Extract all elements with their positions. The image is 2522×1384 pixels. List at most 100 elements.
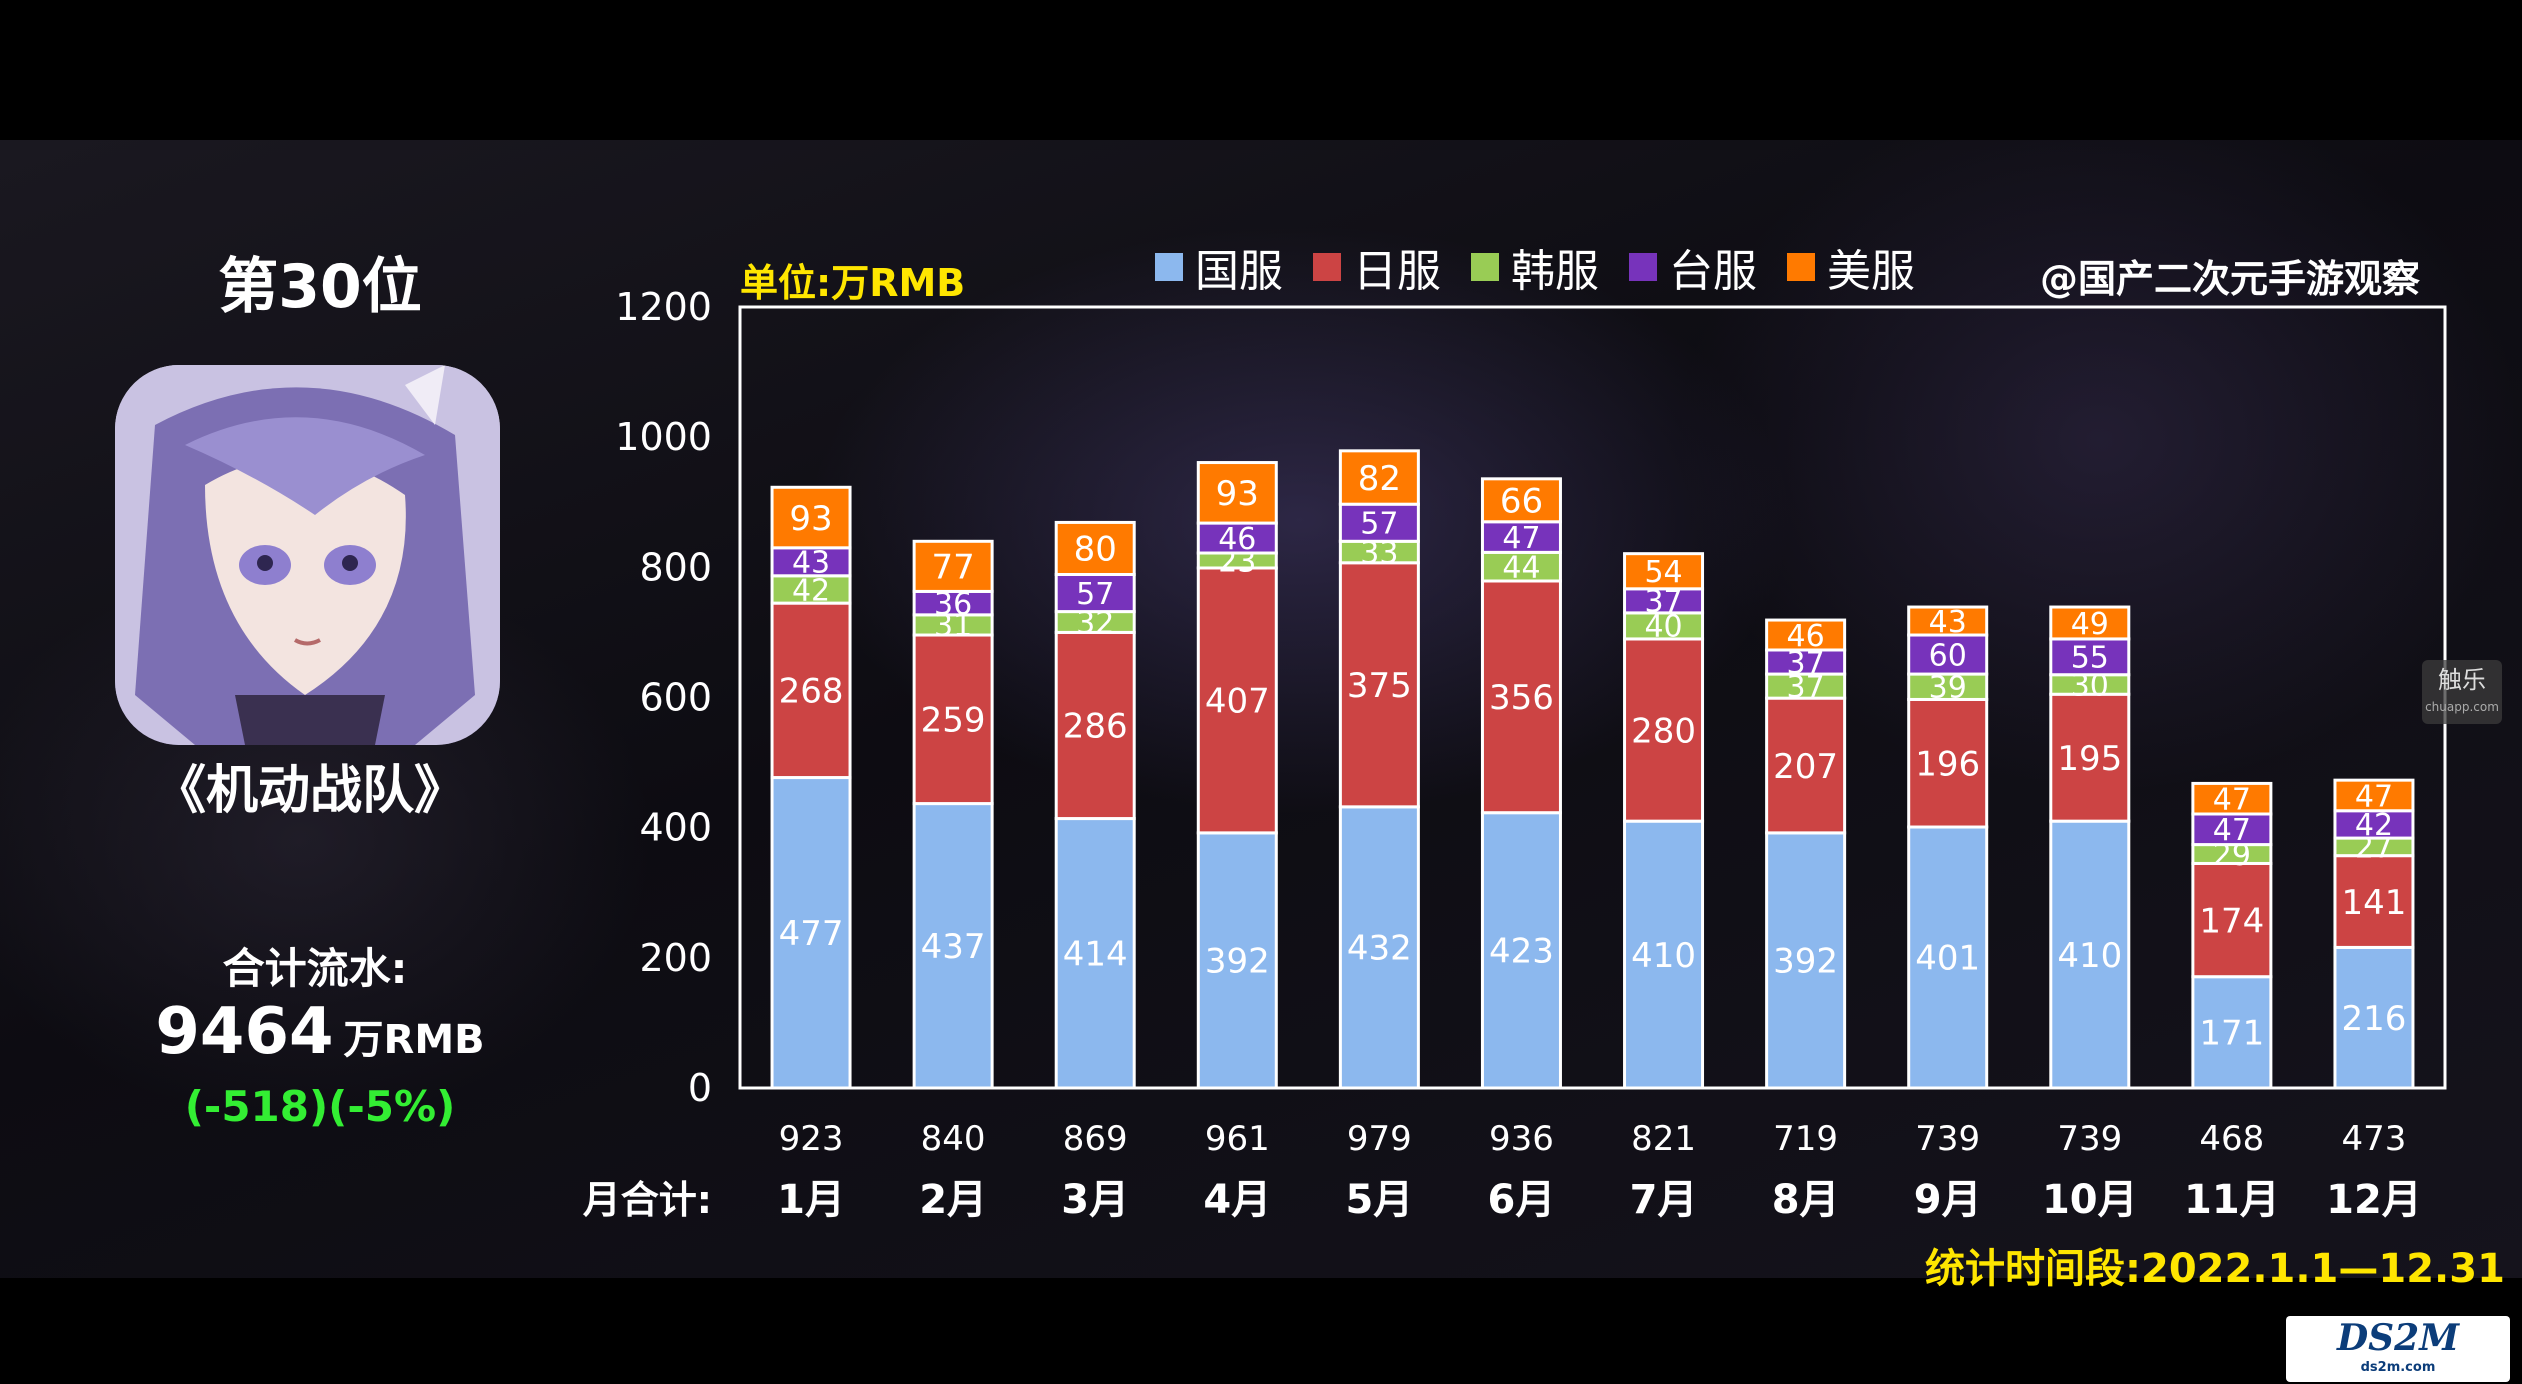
side-badge-small: chuapp.com	[2425, 700, 2499, 714]
data-label: 141	[2342, 883, 2407, 923]
data-label: 66	[1500, 482, 1543, 522]
month-total-label: 468	[2199, 1119, 2264, 1159]
bar-segment	[1623, 611, 1705, 641]
watermark-small: ds2m.com	[2360, 1360, 2436, 1375]
x-category-label: 6月	[1488, 1177, 1556, 1223]
totals-row-label: 月合计:	[583, 1178, 712, 1222]
data-label: 410	[2057, 936, 2122, 976]
data-label: 410	[1631, 936, 1696, 976]
data-label: 171	[2199, 1014, 2264, 1054]
data-label: 268	[779, 672, 844, 712]
data-label: 437	[921, 927, 986, 967]
data-label: 37	[1787, 670, 1825, 705]
legend-item-cn: 国服	[1155, 235, 1283, 299]
plot-area-frame	[738, 305, 2447, 1090]
data-label: 432	[1347, 929, 1412, 969]
total-revenue-value: 9464	[155, 995, 334, 1069]
bar-segment	[2191, 975, 2273, 1090]
x-category-label: 4月	[1203, 1177, 1271, 1223]
side-watermark-badge: 触乐 chuapp.com	[2422, 660, 2502, 724]
x-category-label: 2月	[919, 1177, 987, 1223]
bar-segment	[1054, 520, 1136, 576]
data-label: 43	[792, 546, 830, 581]
data-label: 47	[1502, 521, 1540, 556]
x-category-label: 9月	[1914, 1177, 1982, 1223]
bar-segment	[1907, 633, 1989, 676]
bar-segment	[1054, 817, 1136, 1090]
legend-label-jp: 日服	[1353, 246, 1441, 297]
site-watermark: DS2M ds2m.com	[2286, 1316, 2510, 1382]
data-label: 82	[1358, 459, 1401, 499]
bar-segment	[1054, 572, 1136, 614]
bar-segment	[1338, 805, 1420, 1090]
legend-item-us: 美服	[1787, 235, 1915, 299]
bar-segment	[1907, 825, 1989, 1090]
month-total-label: 840	[921, 1119, 986, 1159]
x-category-label: 10月	[2042, 1177, 2138, 1223]
bar-segment	[1480, 579, 1562, 815]
month-total-label: 739	[2057, 1119, 2122, 1159]
data-label: 60	[1929, 638, 1967, 673]
bar-segment	[1765, 831, 1847, 1090]
month-total-label: 979	[1347, 1119, 1412, 1159]
letterbox-bottom	[0, 1278, 2522, 1384]
legend-swatch-cn	[1155, 253, 1183, 281]
rank-title: 第30位	[218, 252, 422, 322]
data-label: 207	[1773, 747, 1838, 787]
data-label: 93	[1216, 474, 1259, 514]
bar-segment	[1338, 561, 1420, 809]
x-category-label: 11月	[2184, 1177, 2280, 1223]
month-total-label: 473	[2342, 1119, 2407, 1159]
period-label: 统计时间段:2022.1.1—12.31	[1925, 1246, 2505, 1292]
month-total-label: 821	[1631, 1119, 1696, 1159]
x-category-label: 8月	[1772, 1177, 1840, 1223]
data-label: 40	[1644, 610, 1682, 645]
x-category-label: 5月	[1345, 1177, 1413, 1223]
y-tick-label: 200	[639, 936, 712, 980]
data-label: 49	[2071, 607, 2109, 642]
bar-segment	[1907, 697, 1989, 829]
data-label: 44	[1502, 550, 1540, 585]
legend-item-tw: 台服	[1629, 235, 1757, 299]
data-label: 47	[2355, 779, 2393, 814]
data-label: 407	[1205, 682, 1270, 722]
bar-segment	[912, 633, 994, 806]
data-label: 57	[1360, 507, 1398, 542]
legend-item-jp: 日服	[1313, 235, 1441, 299]
letterbox-top	[0, 0, 2522, 140]
legend-label-kr: 韩服	[1511, 246, 1599, 297]
month-total-label: 719	[1773, 1119, 1838, 1159]
data-label: 42	[792, 573, 830, 608]
x-category-label: 3月	[1061, 1177, 1129, 1223]
bar-segment	[1623, 552, 1705, 591]
data-label: 195	[2057, 739, 2122, 779]
data-label: 54	[1644, 555, 1682, 590]
legend-label-tw: 台服	[1669, 246, 1757, 297]
month-total-label: 869	[1063, 1119, 1128, 1159]
source-label: @国产二次元手游观察	[2040, 257, 2421, 301]
bar-segment	[1480, 477, 1562, 524]
month-total-label: 739	[1915, 1119, 1980, 1159]
bar-segment	[770, 485, 852, 550]
data-label: 392	[1205, 942, 1270, 982]
data-label: 46	[1218, 522, 1256, 557]
y-tick-label: 400	[639, 806, 712, 850]
y-tick-label: 800	[639, 545, 712, 589]
bar-segment	[770, 776, 852, 1090]
data-label: 46	[1787, 619, 1825, 654]
bar-segment	[1196, 566, 1278, 835]
data-label: 47	[2213, 813, 2251, 848]
bar-segment	[2333, 945, 2415, 1090]
bar-segment	[770, 546, 852, 578]
data-label: 477	[779, 914, 844, 954]
bar-segment	[1623, 819, 1705, 1090]
side-badge-text: 触乐	[2438, 666, 2486, 694]
data-label: 196	[1915, 744, 1980, 784]
unit-label: 单位:万RMB	[740, 261, 966, 305]
bar-segment	[1480, 811, 1562, 1090]
bar-segment	[912, 802, 994, 1090]
legend-label-us: 美服	[1827, 246, 1915, 297]
bar-segment	[1623, 637, 1705, 823]
y-tick-label: 1000	[615, 415, 712, 459]
